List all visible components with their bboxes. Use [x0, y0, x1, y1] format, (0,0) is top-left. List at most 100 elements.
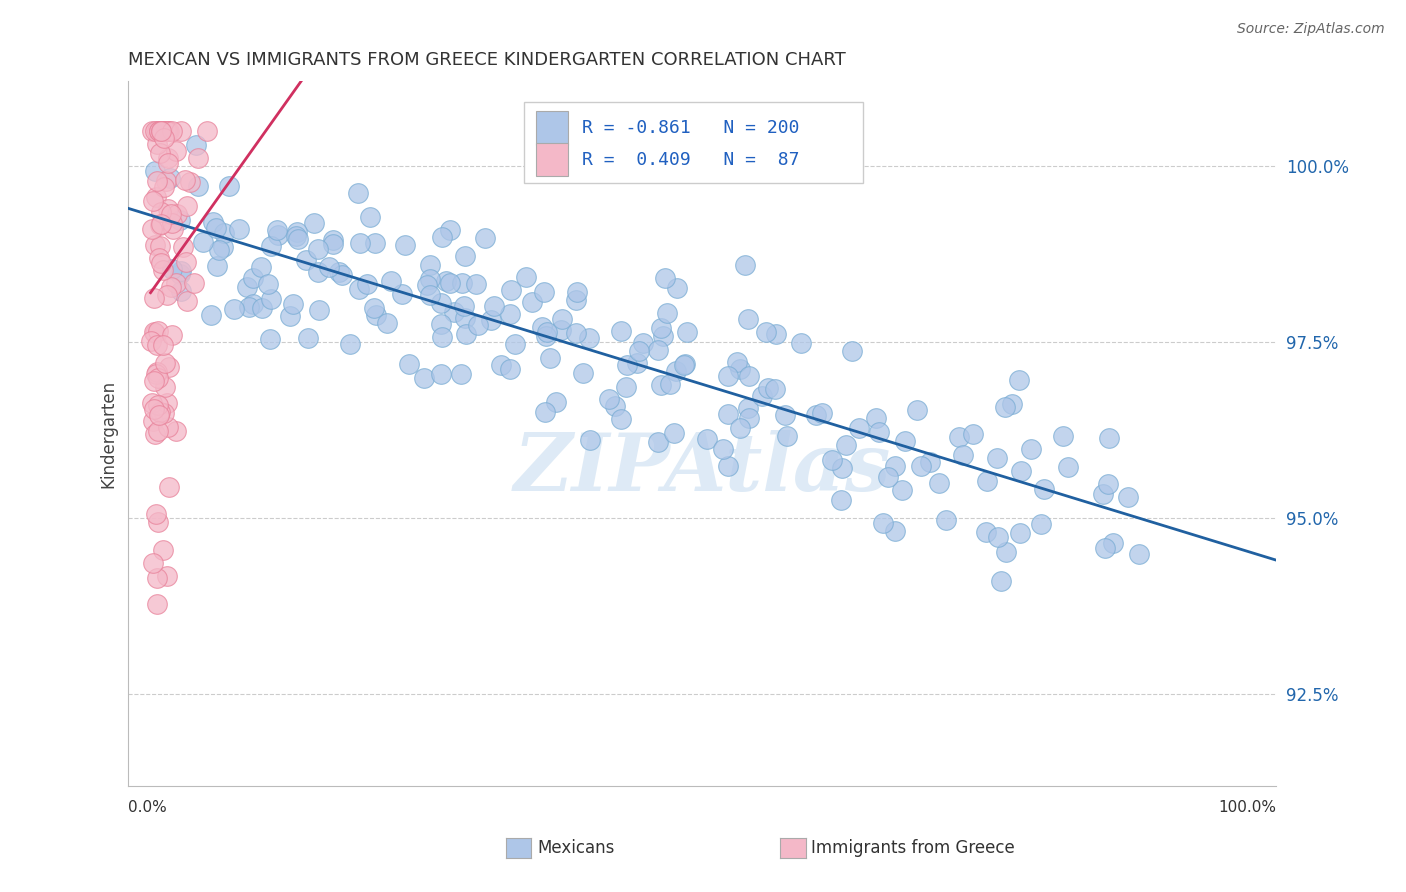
Point	[143, 326, 166, 340]
Point	[810, 406, 832, 420]
Point	[162, 222, 184, 236]
Point	[172, 240, 194, 254]
Point	[725, 354, 748, 368]
Point	[174, 254, 197, 268]
Point	[450, 276, 472, 290]
Point	[228, 221, 250, 235]
Point	[439, 223, 461, 237]
Point	[835, 438, 858, 452]
Point	[150, 204, 173, 219]
Point	[647, 434, 669, 449]
Point	[142, 557, 165, 571]
Text: Mexicans: Mexicans	[537, 839, 614, 857]
Point	[160, 207, 183, 221]
Point	[156, 151, 179, 165]
Point	[717, 368, 740, 383]
Point	[152, 542, 174, 557]
Point	[307, 265, 329, 279]
Point	[498, 361, 520, 376]
Point	[976, 524, 998, 539]
Point	[156, 420, 179, 434]
Point	[339, 337, 361, 351]
Point	[170, 284, 193, 298]
Point	[157, 480, 180, 494]
Point	[627, 344, 650, 359]
Point	[148, 251, 170, 265]
Point	[149, 123, 172, 137]
Point	[278, 309, 301, 323]
Point	[146, 136, 169, 151]
Point	[830, 492, 852, 507]
Point	[578, 433, 600, 447]
Point	[152, 262, 174, 277]
Point	[505, 336, 527, 351]
Point	[821, 452, 844, 467]
Point	[207, 259, 229, 273]
Point	[212, 240, 235, 254]
Point	[551, 311, 574, 326]
Point	[266, 223, 288, 237]
Point	[1052, 429, 1074, 443]
Point	[1008, 373, 1031, 387]
Point	[150, 217, 173, 231]
Point	[195, 123, 218, 137]
Point	[572, 366, 595, 380]
Point	[429, 295, 451, 310]
Point	[907, 403, 929, 417]
Point	[218, 179, 240, 194]
Point	[363, 301, 385, 315]
Point	[349, 282, 371, 296]
Point	[728, 362, 751, 376]
Point	[737, 401, 759, 416]
Point	[450, 367, 472, 381]
Point	[150, 123, 173, 137]
Point	[737, 311, 759, 326]
Point	[153, 356, 176, 370]
Point	[672, 358, 695, 372]
Point	[156, 123, 179, 137]
Point	[890, 483, 912, 497]
Point	[467, 318, 489, 333]
Point	[751, 389, 773, 403]
Point	[152, 130, 174, 145]
Point	[359, 210, 381, 224]
Point	[146, 337, 169, 351]
Point	[238, 300, 260, 314]
Point	[1094, 541, 1116, 556]
Point	[918, 455, 941, 469]
Point	[377, 316, 399, 330]
Point	[146, 173, 169, 187]
Point	[152, 338, 174, 352]
Point	[865, 411, 887, 425]
Point	[148, 123, 170, 137]
Point	[884, 524, 907, 538]
Point	[143, 123, 166, 137]
Point	[533, 404, 555, 418]
Point	[156, 202, 179, 217]
Point	[169, 212, 191, 227]
Point	[652, 329, 675, 343]
Point	[546, 395, 568, 409]
Text: R = -0.861   N = 200: R = -0.861 N = 200	[582, 119, 799, 136]
Point	[654, 271, 676, 285]
Point	[430, 317, 453, 331]
Point	[986, 450, 1008, 465]
Point	[806, 408, 828, 422]
Point	[170, 123, 193, 137]
Point	[193, 235, 215, 250]
Point	[160, 216, 183, 230]
Point	[877, 469, 900, 483]
Point	[1116, 490, 1139, 504]
Point	[146, 371, 169, 385]
Point	[910, 458, 932, 473]
Point	[162, 327, 184, 342]
Point	[149, 218, 172, 232]
Point	[143, 237, 166, 252]
Point	[413, 371, 436, 385]
Point	[533, 285, 555, 300]
Point	[143, 164, 166, 178]
Point	[150, 256, 173, 270]
Point	[734, 258, 756, 272]
Point	[536, 325, 558, 339]
Point	[184, 137, 207, 152]
